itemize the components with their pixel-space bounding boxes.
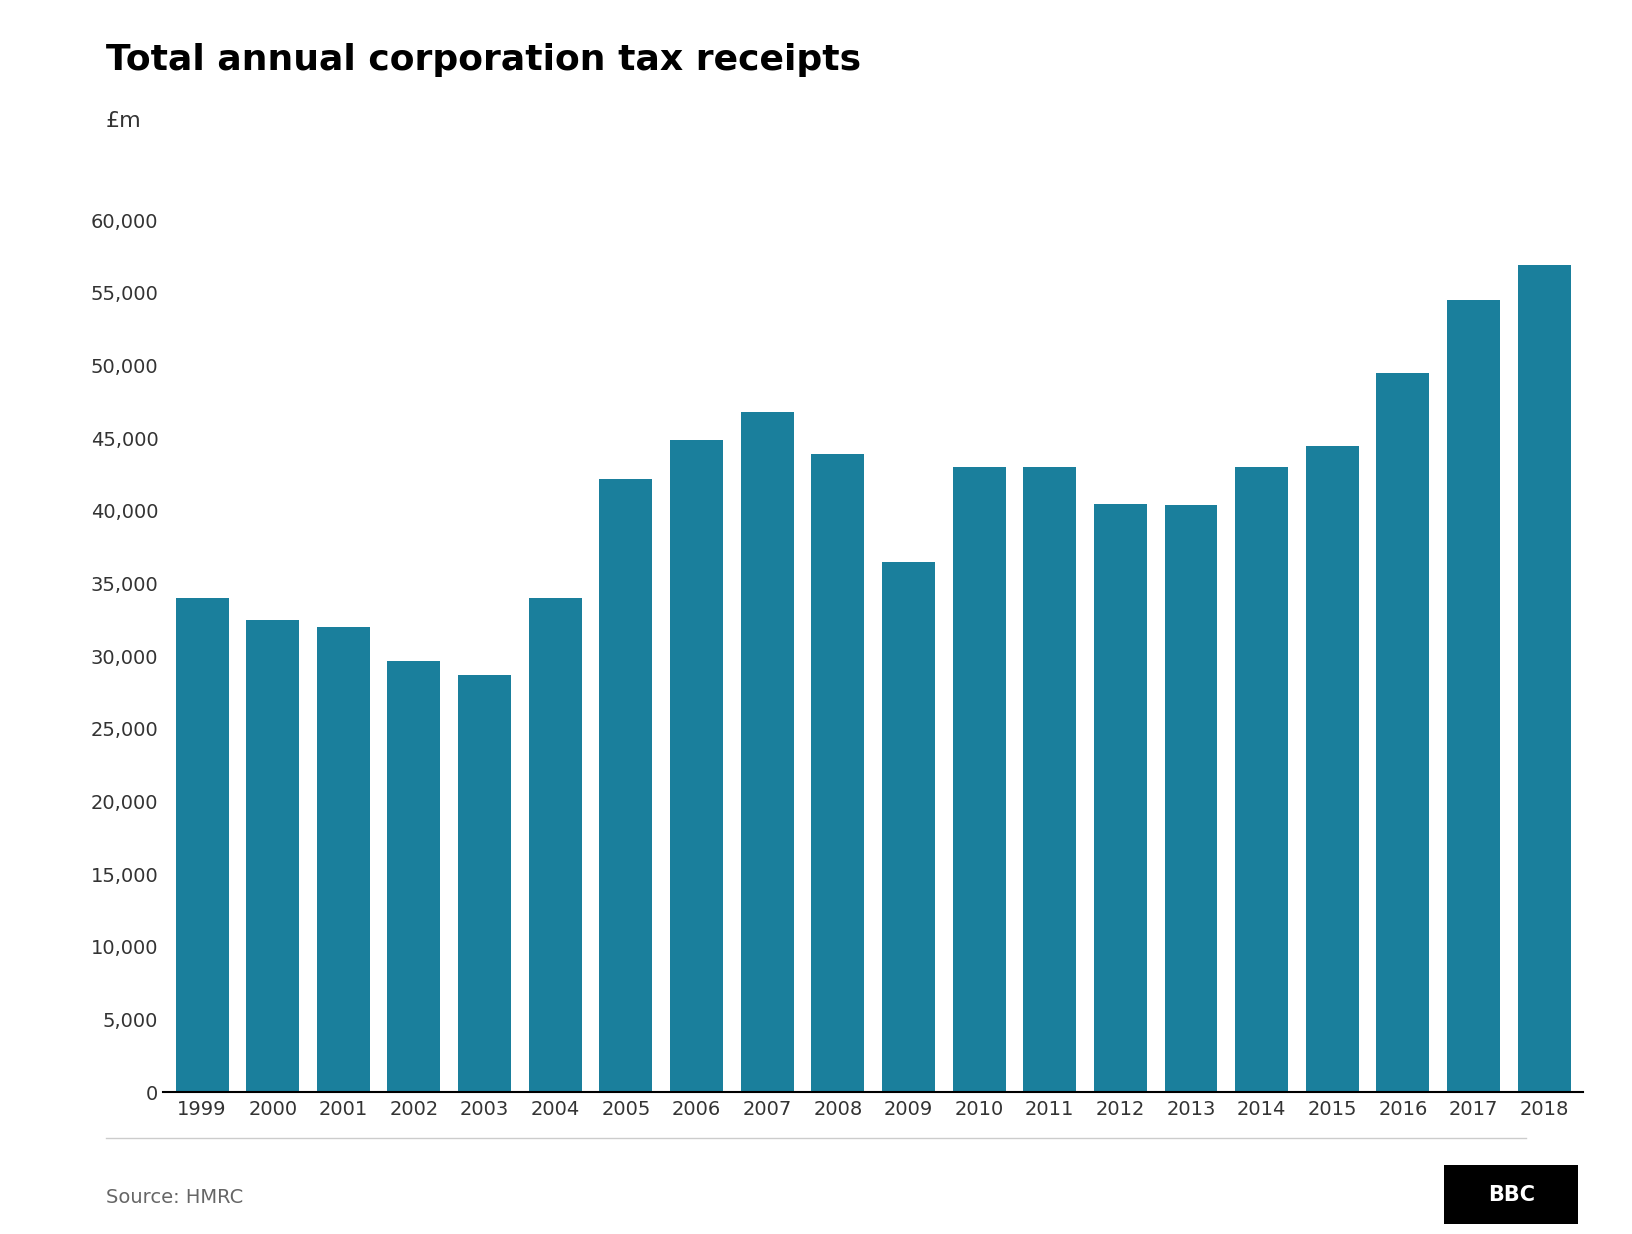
Bar xyxy=(953,468,1005,1092)
Bar xyxy=(1448,300,1500,1092)
Bar xyxy=(1376,373,1430,1092)
Bar xyxy=(1165,505,1217,1092)
Bar xyxy=(671,439,723,1092)
Bar xyxy=(1518,265,1570,1092)
Text: Total annual corporation tax receipts: Total annual corporation tax receipts xyxy=(106,43,862,78)
Bar xyxy=(176,598,228,1092)
Bar xyxy=(1023,468,1075,1092)
Bar xyxy=(811,454,865,1092)
Bar xyxy=(881,561,935,1092)
Bar xyxy=(317,627,370,1092)
Text: BBC: BBC xyxy=(1488,1185,1534,1204)
Text: Source: HMRC: Source: HMRC xyxy=(106,1188,243,1207)
Bar xyxy=(246,619,299,1092)
Bar xyxy=(1235,468,1288,1092)
Bar xyxy=(1093,503,1147,1092)
Text: £m: £m xyxy=(106,111,142,131)
Bar xyxy=(459,675,511,1092)
Bar xyxy=(1306,445,1359,1092)
Bar xyxy=(599,479,653,1092)
Bar xyxy=(741,412,793,1092)
Bar xyxy=(387,660,441,1092)
Bar xyxy=(529,598,581,1092)
